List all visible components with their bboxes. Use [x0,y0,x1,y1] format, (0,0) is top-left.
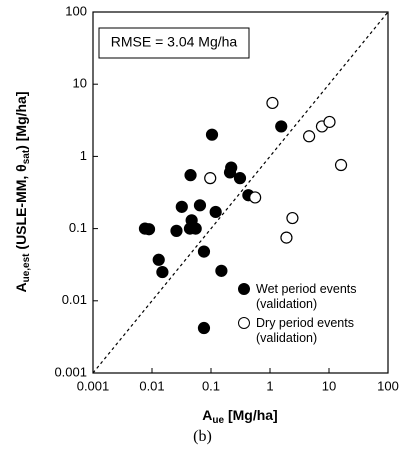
legend-label: Wet period events (validation) [256,282,357,311]
point [197,321,211,335]
point [280,231,293,244]
point [175,200,188,213]
point [286,211,299,225]
point [156,265,169,279]
y-tick-label: 0.1 [69,220,87,235]
x-tick-label: 100 [377,378,399,393]
point [249,191,262,204]
y-tick-label: 0.001 [54,364,87,379]
legend-label: Dry period events (validation) [256,316,354,345]
point [184,169,197,182]
y-tick-label: 10 [73,76,87,91]
point [152,253,165,266]
x-tick-label: 0.1 [202,378,220,393]
annotation-box [98,27,250,59]
legend-item: Wet period events (validation) [238,282,378,312]
point [209,205,222,219]
point [193,199,207,212]
plot-frame [92,11,389,374]
x-label-rest: [Mg/ha] [224,407,278,423]
point [170,224,183,237]
point [334,158,348,172]
point [303,130,316,143]
point [323,115,336,129]
y-label-sub: ue,est [21,253,32,283]
y-tick-label: 1 [80,148,87,163]
x-tick-label: 0.01 [139,378,164,393]
legend-symbol [238,283,250,295]
point [275,120,288,133]
point [189,222,202,235]
y-label-rest: ) [Mg/ha] [13,91,29,149]
legend: Wet period events (validation) Dry period… [238,282,378,350]
y-axis-label: Aue,est (USLE-MM, θsat) [Mg/ha] [13,91,32,292]
x-label-sub: ue [212,415,224,426]
point [215,264,228,277]
y-label-main: A [13,282,29,292]
annotation: RMSE = 3.04 Mg/ha [111,34,238,50]
y-label-mid: (USLE-MM, θ [13,164,29,253]
x-tick-label: 10 [322,378,336,393]
point [223,166,237,179]
y-tick-label: 0.01 [62,292,87,307]
x-tick-label: 0.001 [77,378,110,393]
x-axis-label: Aue [Mg/ha] [202,407,277,426]
caption: (b) [193,428,212,445]
y-label-sub2: sat [21,149,32,164]
point [197,245,211,258]
x-tick-label: 1 [266,378,273,393]
point [142,223,156,236]
y-tick-label: 100 [65,3,87,18]
point [233,172,247,185]
legend-symbol [238,317,250,329]
legend-item: Dry period events (validation) [238,316,378,346]
point [205,128,219,141]
point [266,96,279,110]
x-label-main: A [202,407,212,423]
point [204,172,217,185]
